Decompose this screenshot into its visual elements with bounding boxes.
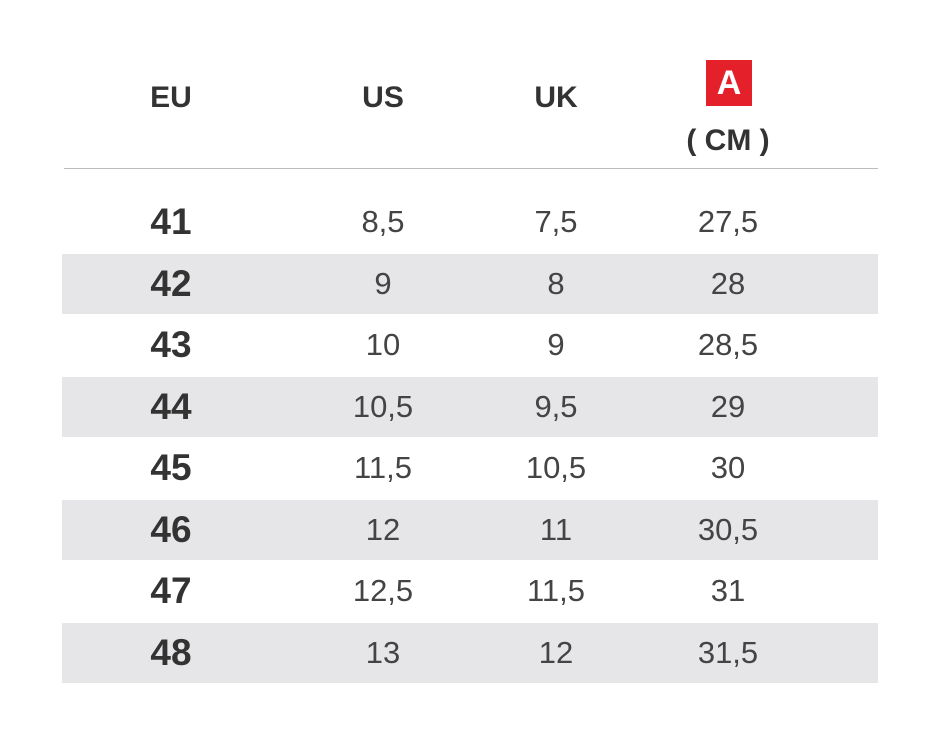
- table-cell: 9,5: [534, 388, 578, 424]
- table-cell: 31,5: [697, 634, 759, 670]
- table-cell: 30: [710, 450, 746, 485]
- column-header: US: [362, 81, 404, 114]
- table-cell: 48: [150, 631, 192, 673]
- table-cell: 7,5: [534, 204, 578, 239]
- table-cell: 9: [547, 327, 565, 362]
- table-cell: 8,5: [361, 204, 405, 239]
- table-row: 45 11,5 10,5 30: [62, 438, 878, 498]
- table-cell: 45: [150, 447, 192, 488]
- table-cell: 44: [150, 385, 192, 427]
- table-cell: 29: [710, 388, 746, 424]
- table-row: 47 12,5 11,5 31: [62, 561, 878, 621]
- column-header: UK: [534, 81, 578, 114]
- table-cell: 47: [150, 570, 192, 611]
- unit-label: ( CM ): [686, 124, 770, 157]
- table-cell: 11: [539, 511, 573, 547]
- table-cell: 13: [365, 634, 401, 670]
- table-row: 46 12 11 30,5: [62, 499, 878, 560]
- table-row: 43 10 9 28,5: [62, 315, 878, 375]
- table-cell: 12: [365, 511, 401, 547]
- table-cell: 28: [710, 265, 746, 301]
- table-cell: 10: [365, 327, 401, 362]
- table-row: 44 10,5 9,5 29: [62, 376, 878, 437]
- table-row: 48 13 12 31,5: [62, 622, 878, 683]
- table-cell: 10,5: [352, 388, 414, 424]
- header-rule: [64, 168, 878, 169]
- table-cell: 11,5: [526, 573, 586, 608]
- table-row: 41 8,5 7,5 27,5: [62, 192, 878, 252]
- table-cell: 31: [710, 573, 746, 608]
- table-cell: 12: [538, 634, 574, 670]
- table-cell: 41: [150, 201, 192, 242]
- table-cell: 30,5: [697, 511, 759, 547]
- table-cell: 46: [150, 508, 192, 550]
- table-cell: 42: [150, 262, 192, 304]
- table-row: 42 9 8 28: [62, 253, 878, 314]
- table-cell: 12,5: [352, 573, 414, 608]
- table-cell: 28,5: [697, 327, 759, 362]
- table-cell: 8: [547, 265, 565, 301]
- table-cell: 43: [150, 324, 192, 365]
- measure-badge: A: [706, 60, 752, 106]
- column-header: EU: [150, 81, 192, 114]
- table-cell: 9: [374, 265, 392, 301]
- table-cell: 11,5: [353, 450, 413, 485]
- table-cell: 27,5: [697, 204, 759, 239]
- table-cell: 10,5: [525, 450, 587, 485]
